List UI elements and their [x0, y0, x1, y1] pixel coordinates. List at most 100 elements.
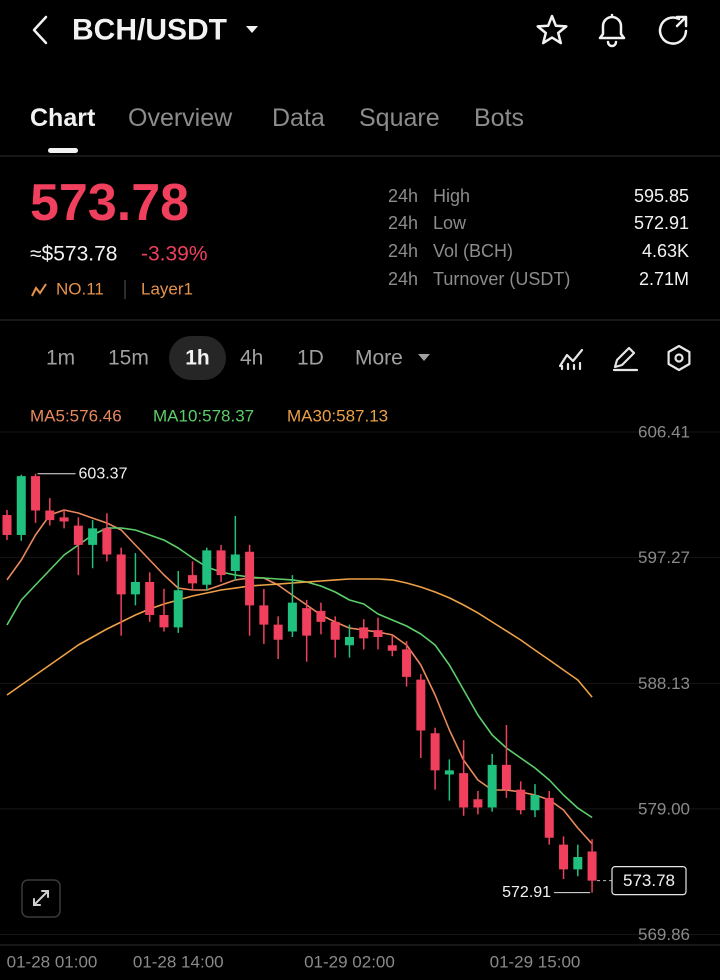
candle-body: [102, 528, 112, 555]
candle-body: [344, 637, 354, 646]
candle-body: [416, 679, 426, 731]
candle-body: [359, 627, 369, 639]
stat-label: Turnover (USDT): [433, 269, 570, 289]
x-tick-label: 01-29 02:00: [304, 953, 395, 972]
y-tick-label: 606.41: [638, 422, 690, 441]
candle-body: [587, 851, 597, 881]
candle-body: [516, 789, 526, 811]
candle-body: [59, 517, 69, 522]
candle-body: [230, 554, 240, 571]
interval[interactable]: 15m: [108, 347, 149, 370]
last-price-label: 573.78: [623, 871, 675, 890]
candle-body: [245, 551, 255, 606]
y-tick-label: 569.86: [638, 925, 690, 944]
high-label: 603.37: [79, 465, 128, 482]
candle-body: [73, 525, 83, 545]
stat-period: 24h: [388, 269, 418, 289]
price-change: -3.39%: [141, 243, 208, 266]
tab-indicator: [48, 148, 78, 153]
candle-body: [130, 582, 140, 595]
candle-body: [173, 590, 183, 628]
tab[interactable]: Bots: [474, 104, 524, 132]
ma-line: [6, 509, 593, 845]
candle-body: [330, 621, 340, 640]
x-tick-label: 01-28 01:00: [7, 953, 98, 972]
last-price: 573.78: [30, 174, 189, 232]
candle-body: [88, 528, 98, 545]
pair-title[interactable]: BCH/USDT: [72, 14, 227, 47]
tab[interactable]: Chart: [30, 104, 96, 132]
more-dropdown[interactable]: [418, 354, 430, 361]
indicator-icon[interactable]: [558, 348, 584, 371]
interval-active-bg: [169, 336, 226, 380]
candle-body: [287, 602, 297, 632]
tab[interactable]: Data: [272, 104, 325, 132]
candle-body: [373, 630, 383, 637]
candle-body: [559, 844, 569, 870]
draw-icon[interactable]: [612, 346, 639, 372]
y-tick-label: 588.13: [638, 674, 690, 693]
stat-label: Vol (BCH): [433, 241, 513, 261]
stat-period: 24h: [388, 213, 418, 233]
candle-body: [116, 554, 126, 595]
rank-icon: [31, 283, 47, 297]
stat-label: High: [433, 186, 470, 206]
low-label: 572.91: [502, 884, 551, 901]
candle-body: [159, 615, 169, 628]
candle-body: [2, 515, 12, 535]
candle-body: [501, 764, 511, 790]
share-icon[interactable]: [658, 15, 688, 45]
tab[interactable]: Overview: [128, 104, 233, 132]
candle-body: [188, 575, 198, 584]
rank: NO.11: [56, 280, 104, 299]
candle-body: [31, 476, 41, 511]
candle-body: [145, 582, 155, 615]
candle-body: [473, 799, 483, 808]
candle-body: [430, 733, 440, 771]
stat-value: 4.63K: [642, 241, 689, 261]
sector-tag[interactable]: Layer1: [141, 280, 193, 299]
candle-body: [444, 770, 454, 775]
candle-body: [259, 605, 269, 625]
candle-body: [544, 797, 554, 838]
favorite-icon[interactable]: [536, 14, 568, 45]
candle-body: [530, 795, 540, 811]
legend-entry: MA30:587.13: [287, 407, 388, 426]
ma-line: [6, 578, 593, 698]
x-tick-label: 01-29 15:00: [490, 953, 581, 972]
candle-body: [302, 608, 312, 636]
legend-entry: MA5:576.46: [30, 407, 122, 426]
interval[interactable]: More: [355, 347, 403, 370]
candle-body: [459, 773, 469, 808]
candle-body: [487, 764, 497, 808]
candle-body: [316, 610, 326, 622]
alert-icon[interactable]: [598, 13, 626, 48]
stat-label: Low: [433, 213, 467, 233]
candle-body: [202, 550, 212, 585]
legend-entry: MA10:578.37: [153, 407, 254, 426]
stat-value: 2.71M: [639, 269, 689, 289]
candle-body: [387, 645, 397, 651]
candle-body: [45, 510, 55, 521]
interval[interactable]: 1m: [46, 347, 75, 370]
stat-period: 24h: [388, 241, 418, 261]
expand-button[interactable]: [21, 879, 61, 918]
interval[interactable]: 1h: [185, 347, 210, 370]
tab[interactable]: Square: [359, 104, 440, 132]
stat-value: 595.85: [634, 186, 689, 206]
stat-period: 24h: [388, 186, 418, 206]
usd-price: ≈$573.78: [30, 243, 117, 266]
candle-body: [16, 476, 26, 535]
x-tick-label: 01-28 14:00: [133, 953, 224, 972]
back-button[interactable]: [32, 15, 48, 45]
candle-body: [573, 857, 583, 870]
y-tick-label: 579.00: [638, 799, 690, 818]
candle-body: [216, 550, 226, 576]
pair-dropdown[interactable]: [246, 26, 258, 33]
interval[interactable]: 4h: [240, 347, 263, 370]
y-tick-label: 597.27: [638, 548, 690, 567]
settings-icon[interactable]: [667, 344, 691, 372]
interval[interactable]: 1D: [297, 347, 324, 370]
